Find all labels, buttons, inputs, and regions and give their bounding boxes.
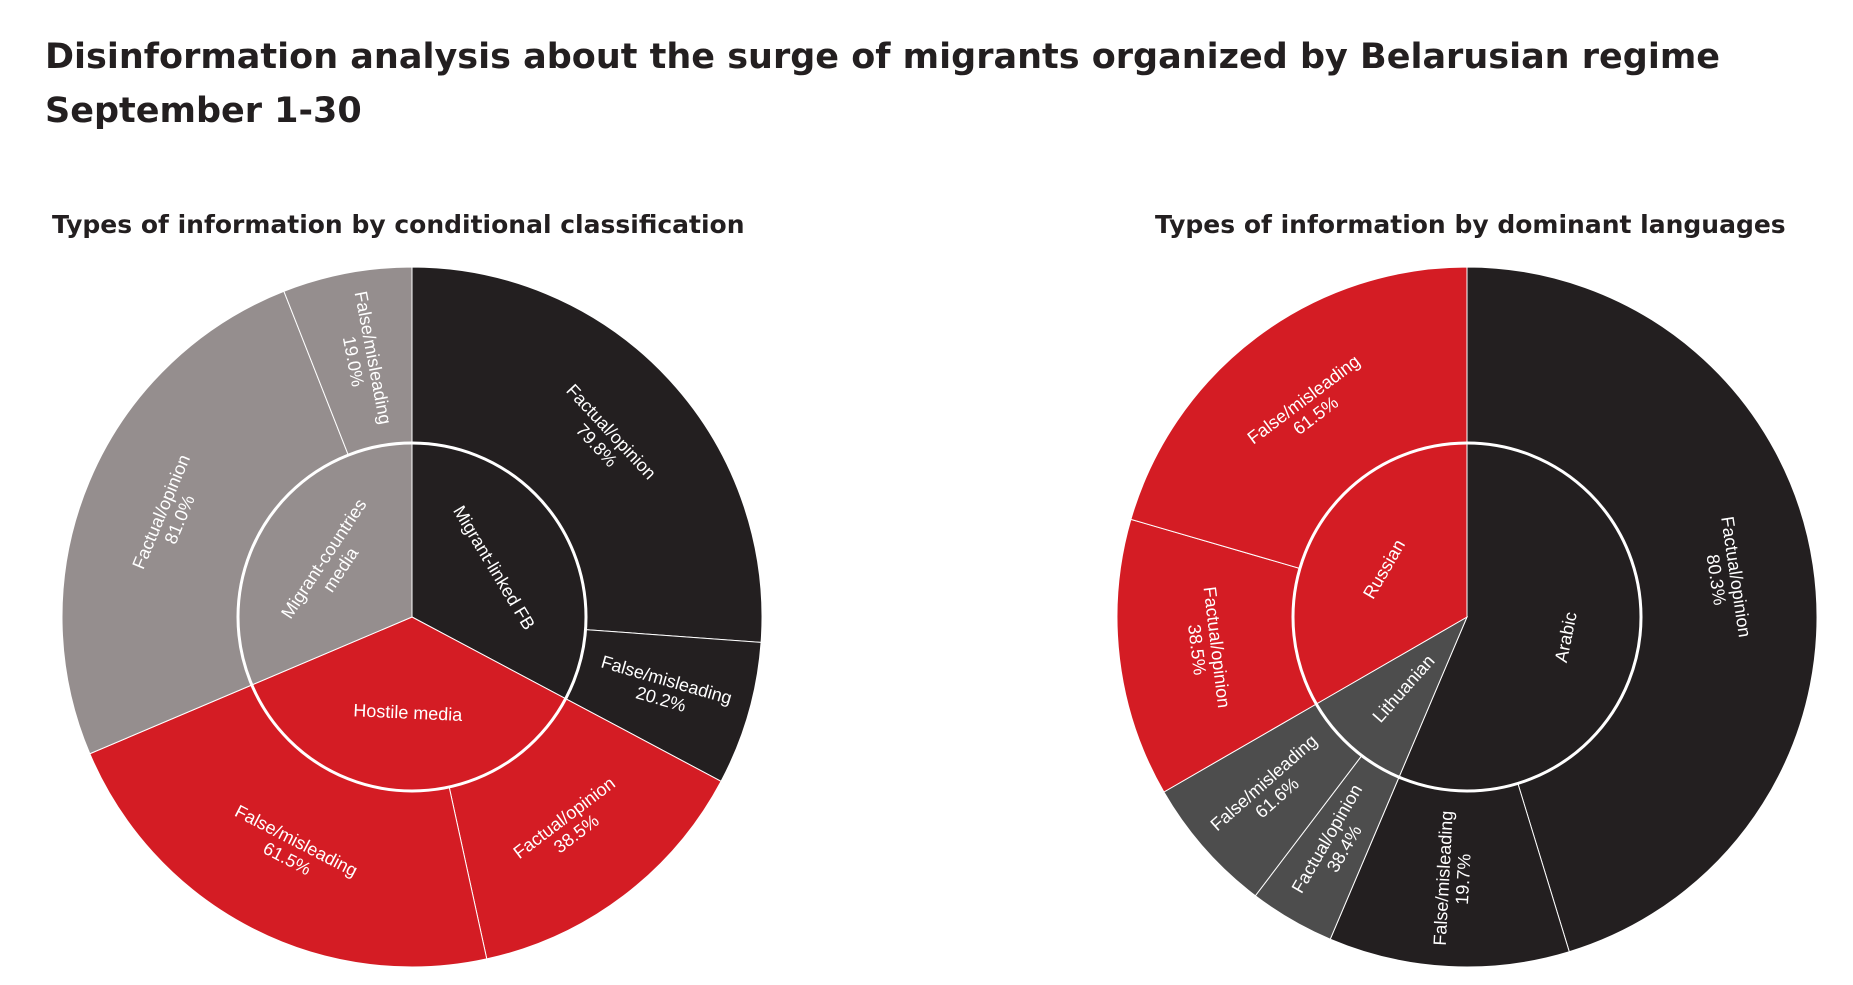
sunburst-chart-classification: Factual/opinion79.8%False/misleading20.2… [61,266,763,968]
inner-label-hostile-media-line: Hostile media [353,700,464,725]
inner-ring-outline [1291,441,1643,793]
inner-label-hostile-media: Hostile media [353,700,464,725]
inner-ring-outline [236,441,588,793]
outer-label-arabic-false-misleading-line: 19.7% [1452,853,1475,905]
chart-title-classification: Types of information by conditional clas… [52,210,745,239]
sunburst-chart-languages: Factual/opinion80.3%False/misleading19.7… [1116,266,1818,968]
chart-title-languages: Types of information by dominant languag… [1155,210,1786,239]
main-subtitle-line: September 1-30 [45,91,362,131]
page-title: Disinformation analysis about the surge … [45,30,1720,138]
main-title-line: Disinformation analysis about the surge … [45,37,1721,77]
